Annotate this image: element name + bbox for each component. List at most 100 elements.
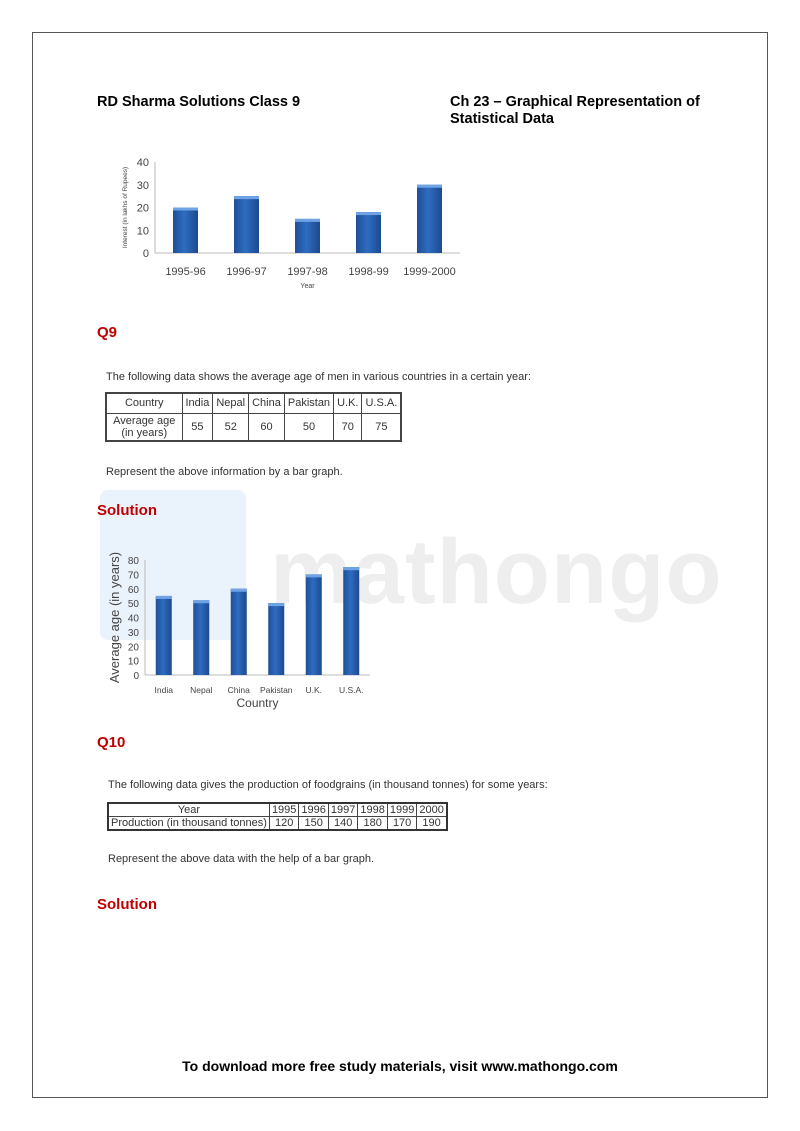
bar-top xyxy=(268,603,285,607)
y-axis-label: Average age (in years) xyxy=(107,552,122,683)
bar-top xyxy=(417,184,442,188)
chart-interest: 0 10 20 30 40 1995-96 1996-97 1997-98 1998-99 199… xyxy=(122,157,460,290)
table-cell: 150 xyxy=(298,816,329,831)
footer: To download more free study materials, v… xyxy=(182,1058,618,1074)
bar-top xyxy=(173,207,198,211)
bar-top xyxy=(295,218,320,222)
y-tick-label: 40 xyxy=(128,614,140,625)
page-border xyxy=(32,32,768,1098)
header-right: Ch 23 – Graphical Representation of Stat… xyxy=(450,94,700,128)
table-cell: China xyxy=(248,392,285,414)
bar-top xyxy=(356,212,381,216)
q9-label: Q9 xyxy=(97,324,118,341)
q10-text: The following data gives the production … xyxy=(108,779,548,791)
bar xyxy=(305,574,322,675)
x-tick-label: U.S.A. xyxy=(339,685,364,695)
table-cell: India xyxy=(181,392,214,414)
table-cell: 140 xyxy=(327,816,359,831)
table-cell: 1998 xyxy=(357,802,388,817)
row-header-line: (in years) xyxy=(121,426,168,439)
table-row: Average age (in years) 55 52 60 50 70 75 xyxy=(105,412,402,441)
table-cell: 190 xyxy=(416,816,448,831)
bar xyxy=(193,600,210,675)
watermark-logo xyxy=(100,490,246,640)
table-cell: 120 xyxy=(268,816,300,831)
bar-top xyxy=(234,196,259,200)
table-cell: 180 xyxy=(357,816,388,831)
header-left: RD Sharma Solutions Class 9 xyxy=(97,94,301,110)
y-tick-label: 80 xyxy=(128,556,140,567)
table-cell: Pakistan xyxy=(283,392,335,414)
y-tick-label: 50 xyxy=(128,599,140,610)
table-header: Production (in thousand tonnes) xyxy=(107,816,270,831)
row-header-line: Average age xyxy=(113,414,176,427)
q9-instruction: Represent the above information by a bar… xyxy=(106,466,343,478)
bar-top xyxy=(230,588,247,592)
table-cell: 70 xyxy=(333,412,363,441)
table-header: Average age (in years) xyxy=(105,412,183,441)
y-tick-label: 60 xyxy=(128,585,140,596)
bar xyxy=(417,184,442,253)
bar xyxy=(155,595,172,675)
y-tick-label: 30 xyxy=(128,628,140,639)
bar xyxy=(268,603,285,675)
y-tick-label: 0 xyxy=(143,248,149,260)
x-tick-label: 1998-99 xyxy=(348,266,388,278)
bar-top xyxy=(305,574,322,578)
table-cell: 60 xyxy=(248,412,285,441)
bar xyxy=(295,218,320,253)
x-tick-label: 1999-2000 xyxy=(403,266,456,278)
y-tick-label: 20 xyxy=(128,642,140,653)
table-cell: 170 xyxy=(386,816,418,831)
x-tick-label: 1996-97 xyxy=(226,266,266,278)
table-cell: Nepal xyxy=(212,392,250,414)
y-tick-label: 20 xyxy=(137,203,149,215)
x-tick-label: U.K. xyxy=(305,685,322,695)
x-axis-label: Year xyxy=(300,283,315,290)
x-tick-label: Pakistan xyxy=(260,685,293,695)
table-cell: 52 xyxy=(212,412,250,441)
q10-instruction: Represent the above data with the help o… xyxy=(108,853,375,865)
table-cell: 50 xyxy=(283,412,335,441)
bar xyxy=(230,588,247,675)
table-header: Year xyxy=(107,802,270,817)
q10-label: Q10 xyxy=(97,734,126,751)
x-tick-label: 1997-98 xyxy=(287,266,327,278)
table-cell: 1996 xyxy=(298,802,329,817)
table-cell: 1999 xyxy=(386,802,418,817)
bar xyxy=(173,207,198,253)
table-row: Production (in thousand tonnes) 120 150 … xyxy=(107,816,448,831)
table-row: Country India Nepal China Pakistan U.K. … xyxy=(105,392,402,414)
bar xyxy=(343,567,360,675)
x-tick-label: India xyxy=(155,685,174,695)
table-cell: 1995 xyxy=(268,802,300,817)
y-tick-label: 30 xyxy=(137,180,149,192)
table-cell: U.S.A. xyxy=(361,392,402,414)
y-tick-label: 10 xyxy=(128,657,140,668)
bar xyxy=(356,212,381,253)
table-header: Country xyxy=(105,392,183,414)
y-tick-label: 10 xyxy=(137,225,149,237)
table-cell: 75 xyxy=(361,412,402,441)
q10-table: Year 1995 1996 1997 1998 1999 2000 Produ… xyxy=(107,802,448,831)
bar xyxy=(234,196,259,253)
bar-top xyxy=(193,600,210,604)
q10-solution-label: Solution xyxy=(97,896,157,913)
y-axis-label: Interest (in lakhs of Rupees) xyxy=(122,167,129,248)
table-cell: 55 xyxy=(181,412,214,441)
bar-top xyxy=(343,567,360,571)
table-cell: 1997 xyxy=(327,802,359,817)
x-axis-label: Country xyxy=(236,696,278,710)
x-tick-label: China xyxy=(228,685,250,695)
q9-text: The following data shows the average age… xyxy=(106,371,531,383)
y-tick-label: 40 xyxy=(137,157,149,169)
q9-solution-label: Solution xyxy=(97,502,157,519)
y-tick-label: 70 xyxy=(128,570,140,581)
y-tick-label: 0 xyxy=(133,671,139,682)
header-right-line1: Ch 23 – Graphical Representation of xyxy=(450,94,700,110)
bar-top xyxy=(155,595,172,599)
x-tick-label: 1995-96 xyxy=(165,266,205,278)
q9-table: Country India Nepal China Pakistan U.K. … xyxy=(105,392,403,442)
table-cell: U.K. xyxy=(333,392,363,414)
chart-average-age: 0 10 20 30 40 50 60 70 80 India Nepal China Pakistan… xyxy=(107,552,370,710)
